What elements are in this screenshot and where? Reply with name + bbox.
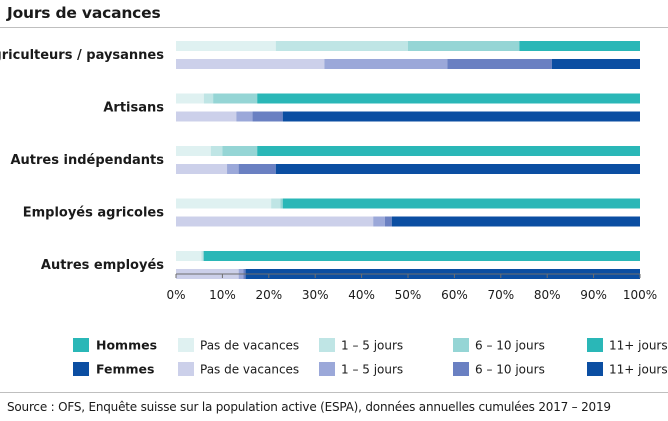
x-tick-label: 80% <box>534 288 561 302</box>
bar-segment <box>203 93 214 104</box>
legend-label: Pas de vacances <box>200 363 299 377</box>
legend-series-label: Femmes <box>96 362 154 377</box>
bar-segment <box>275 164 640 174</box>
x-tick-label: 100% <box>623 288 657 302</box>
bar-segment <box>176 93 204 104</box>
bar-segment <box>271 198 281 209</box>
bar-segment <box>236 111 253 122</box>
bar-segment <box>202 251 204 261</box>
bar-segment <box>222 146 258 156</box>
bar-segment <box>275 41 408 51</box>
bar-segment <box>176 164 228 174</box>
chart-title: Jours de vacances <box>7 4 161 22</box>
source-divider <box>0 392 668 393</box>
legend-swatch <box>453 362 469 376</box>
bar-segment <box>203 251 640 261</box>
legend-swatch <box>319 338 335 352</box>
x-tick-label: 70% <box>487 288 514 302</box>
bar-segment <box>280 198 283 209</box>
bar-segment <box>282 198 640 209</box>
bar-segment <box>551 59 640 69</box>
bar-segment <box>519 41 640 51</box>
category-label: Artisans <box>103 101 164 116</box>
legend-label: 1 – 5 jours <box>341 363 403 377</box>
title-divider <box>0 27 668 28</box>
legend-swatch <box>178 338 194 352</box>
legend-swatch <box>587 338 603 352</box>
bar-segment <box>176 59 325 69</box>
category-label: Autres employés <box>41 258 164 273</box>
bar-segment <box>238 164 276 174</box>
bar-segment <box>384 216 392 227</box>
x-tick-label: 90% <box>580 288 607 302</box>
legend-label: Pas de vacances <box>200 339 299 353</box>
bar-segment <box>176 251 202 261</box>
bar-segment <box>447 59 552 69</box>
x-tick-label: 60% <box>441 288 468 302</box>
legend-label: 6 – 10 jours <box>475 363 545 377</box>
bar-segment <box>176 111 237 122</box>
x-tick-label: 50% <box>395 288 422 302</box>
bar-segment <box>257 93 640 104</box>
bar-segment <box>391 216 640 227</box>
legend-key-swatch <box>73 362 89 376</box>
bar-segment <box>257 146 640 156</box>
x-tick-label: 10% <box>209 288 236 302</box>
bar-segment <box>176 198 272 209</box>
legend-label: 11+ jours <box>609 339 668 353</box>
bar-segment <box>373 216 385 227</box>
bar-segment <box>213 93 258 104</box>
legend-swatch <box>587 362 603 376</box>
legend-key-swatch <box>73 338 89 352</box>
bar-segment <box>324 59 448 69</box>
legend-label: 1 – 5 jours <box>341 339 403 353</box>
bar-segment <box>282 111 640 122</box>
legend-label: 11+ jours <box>609 363 668 377</box>
source-note: Source : OFS, Enquête suisse sur la popu… <box>7 400 611 414</box>
x-tick-label: 30% <box>302 288 329 302</box>
bar-segment <box>176 216 374 227</box>
bar-segment <box>408 41 520 51</box>
legend-swatch <box>453 338 469 352</box>
legend-series-label: Hommes <box>96 338 157 353</box>
bar-segment <box>176 41 276 51</box>
category-label: Autres indépendants <box>10 153 164 168</box>
bar-segment <box>176 146 211 156</box>
bar-segment <box>227 164 239 174</box>
category-label: Employés agricoles <box>23 206 165 221</box>
legend-swatch <box>178 362 194 376</box>
x-tick-label: 20% <box>255 288 282 302</box>
bar-segment <box>210 146 223 156</box>
legend-swatch <box>319 362 335 376</box>
x-tick-label: 0% <box>166 288 185 302</box>
x-tick-label: 40% <box>348 288 375 302</box>
category-label: Agriculteurs / paysannes <box>0 48 164 63</box>
bar-segment <box>201 251 203 261</box>
bar-segment <box>252 111 283 122</box>
legend-label: 6 – 10 jours <box>475 339 545 353</box>
